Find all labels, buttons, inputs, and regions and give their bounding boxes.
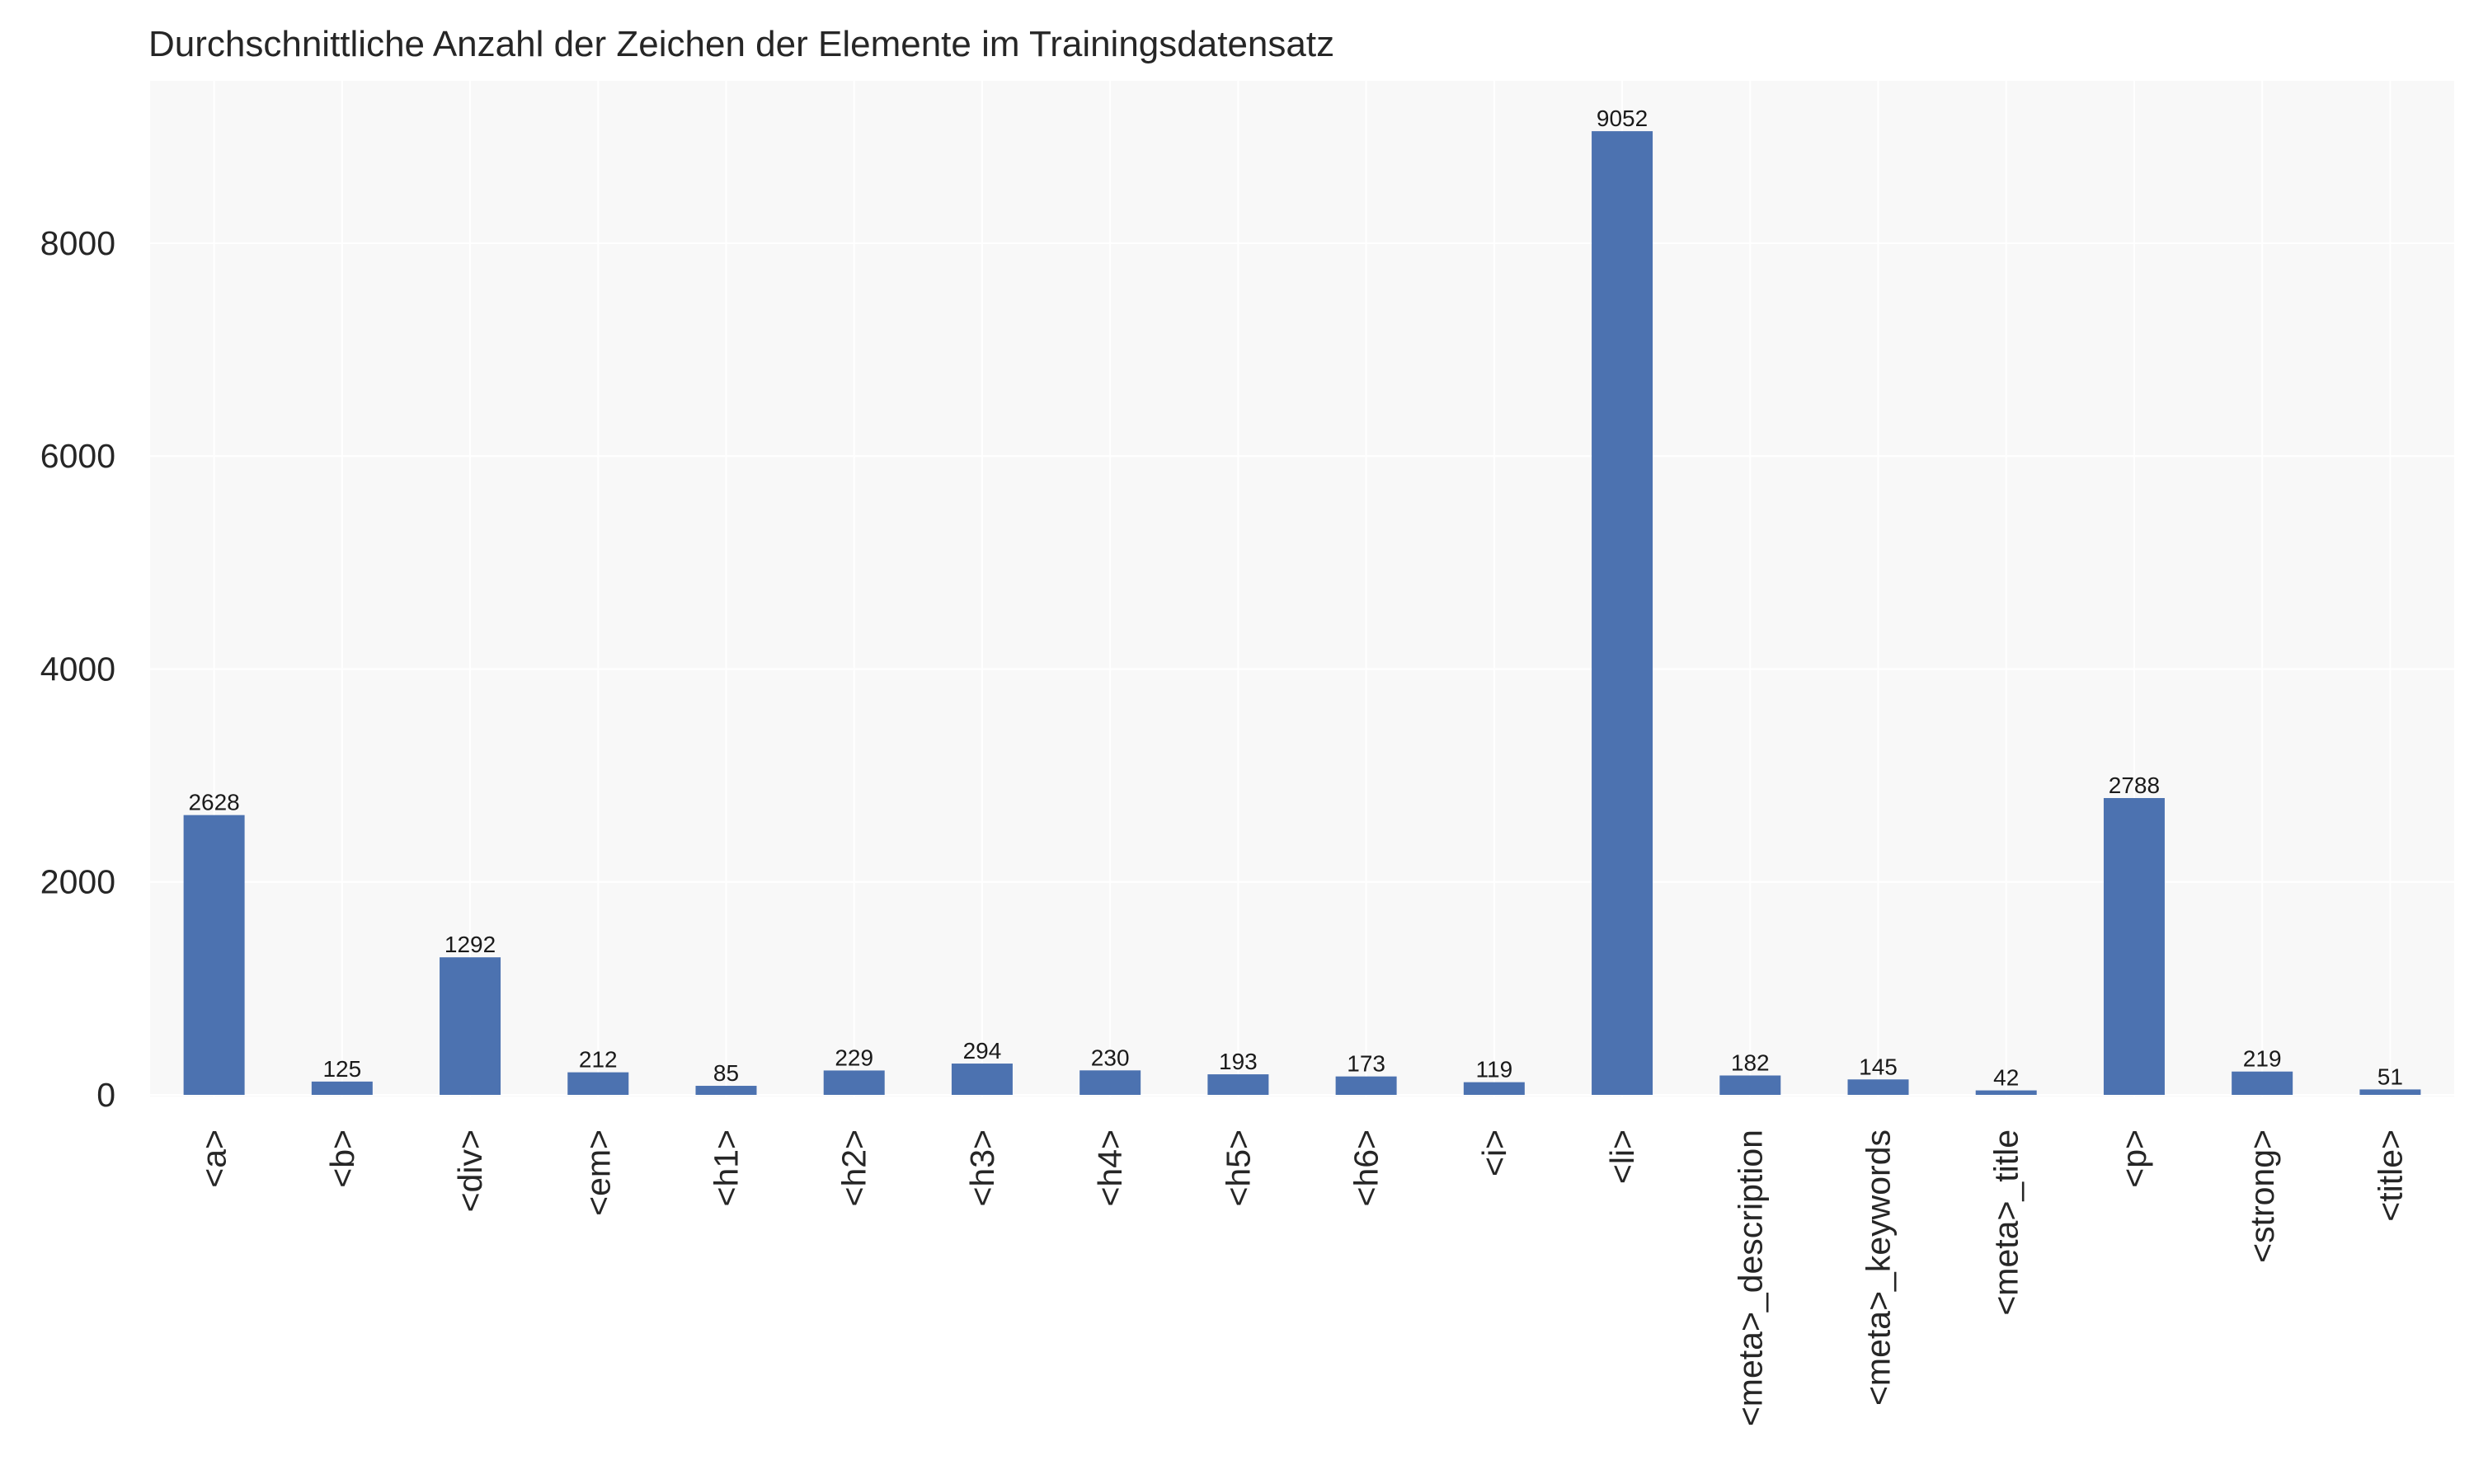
bar [1847, 1079, 1909, 1095]
x-tick-label: <a> [195, 1129, 233, 1188]
x-axis-ticks: <a> <b> <div> <em> <h1> <h2> <h3> <h4> <h5> <h6> <… [195, 1129, 2410, 1426]
bar [1335, 1076, 1397, 1095]
bar-value-labels: 2628 125 1292 212 85 229 294 230 193 173 119 9052 18… [188, 106, 2403, 1090]
bar-value-label: 229 [835, 1045, 873, 1070]
bar-value-label: 173 [1347, 1051, 1385, 1077]
bar [1463, 1082, 1525, 1095]
bar [1592, 131, 1653, 1095]
bar [1079, 1070, 1141, 1095]
bar [1719, 1075, 1781, 1095]
bar [951, 1064, 1013, 1095]
bar [2103, 797, 2165, 1095]
bar [2359, 1089, 2421, 1095]
bar-value-label: 125 [322, 1056, 361, 1082]
bar-value-label: 182 [1731, 1050, 1770, 1075]
bar-value-label: 2788 [2109, 773, 2160, 798]
y-tick-label: 0 [96, 1076, 115, 1114]
x-tick-label: <h5> [1219, 1129, 1257, 1207]
bar [311, 1081, 373, 1095]
bar-value-label: 145 [1859, 1054, 1898, 1079]
bar-value-label: 9052 [1597, 106, 1648, 131]
bar-value-label: 42 [1993, 1065, 2019, 1091]
bar [1975, 1090, 2037, 1095]
bar [1207, 1074, 1269, 1095]
x-tick-label: <strong> [2243, 1129, 2281, 1263]
bar [440, 957, 501, 1095]
bar-value-label: 1292 [444, 932, 496, 957]
y-tick-label: 2000 [40, 863, 115, 901]
y-tick-label: 8000 [40, 224, 115, 262]
x-tick-label: <p> [2115, 1129, 2153, 1188]
y-axis-ticks: 0 2000 4000 6000 8000 [40, 224, 115, 1114]
x-tick-label: <meta>_title [1987, 1129, 2025, 1316]
grid-lines [150, 81, 2454, 1097]
bar-value-label: 51 [2378, 1064, 2403, 1089]
x-tick-label: <meta>_description [1731, 1129, 1769, 1426]
x-tick-label: <h6> [1348, 1129, 1385, 1207]
bar [823, 1070, 885, 1095]
bar-value-label: 119 [1476, 1057, 1513, 1082]
x-tick-label: <em> [579, 1129, 617, 1216]
bar-value-label: 294 [963, 1038, 1002, 1064]
x-tick-label: <div> [451, 1129, 489, 1212]
bar-value-label: 85 [713, 1060, 739, 1086]
plot-background [150, 81, 2454, 1097]
bar-value-label: 212 [579, 1047, 618, 1073]
bar [695, 1086, 757, 1095]
x-tick-label: <h2> [835, 1129, 873, 1207]
bar [2232, 1071, 2293, 1095]
x-tick-label: <li> [1603, 1129, 1641, 1184]
bar-value-label: 193 [1219, 1049, 1258, 1074]
x-tick-label: <h3> [963, 1129, 1001, 1207]
bars [183, 131, 2421, 1095]
y-tick-label: 6000 [40, 437, 115, 475]
bar-value-label: 2628 [188, 790, 239, 815]
x-tick-label: <title> [2371, 1129, 2409, 1222]
x-tick-label: <h1> [708, 1129, 745, 1207]
y-tick-label: 4000 [40, 650, 115, 688]
x-tick-label: <h4> [1091, 1129, 1129, 1207]
chart-title: Durchschnittliche Anzahl der Zeichen der… [148, 24, 1334, 64]
x-tick-label: <meta>_keywords [1860, 1129, 1898, 1406]
x-tick-label: <i> [1475, 1129, 1513, 1176]
bar-value-label: 230 [1091, 1045, 1130, 1070]
x-tick-label: <b> [323, 1129, 361, 1188]
bar-value-label: 219 [2243, 1046, 2282, 1072]
bar [183, 815, 245, 1095]
bar [567, 1072, 629, 1095]
